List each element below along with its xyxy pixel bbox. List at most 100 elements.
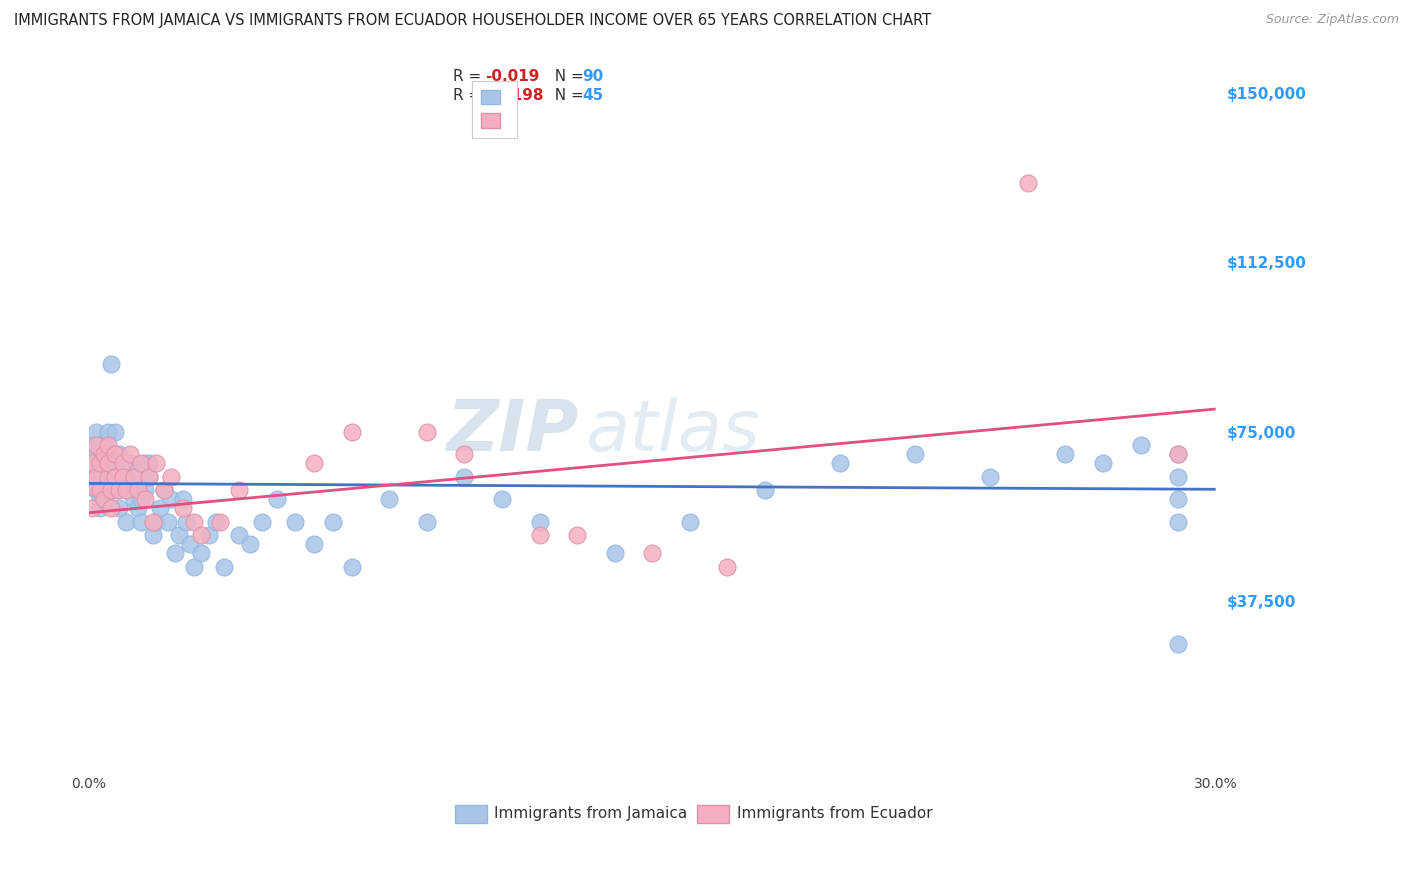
Point — [1054, 447, 1077, 461]
Point — [115, 469, 138, 483]
FancyBboxPatch shape — [697, 805, 728, 822]
Point — [104, 447, 127, 461]
Point — [453, 469, 475, 483]
Point — [416, 425, 439, 439]
Point — [212, 560, 235, 574]
Point — [120, 456, 142, 470]
Point — [565, 528, 588, 542]
Point — [754, 483, 776, 498]
Point — [89, 456, 111, 470]
Point — [641, 546, 664, 560]
Text: Immigrants from Ecuador: Immigrants from Ecuador — [737, 806, 932, 822]
Point — [153, 483, 176, 498]
Point — [491, 492, 513, 507]
Point — [183, 515, 205, 529]
Point — [122, 469, 145, 483]
Point — [107, 478, 129, 492]
Point — [100, 501, 122, 516]
Point — [138, 456, 160, 470]
Point — [529, 528, 551, 542]
Point — [93, 469, 115, 483]
Point — [131, 492, 153, 507]
Point — [340, 560, 363, 574]
Point — [167, 528, 190, 542]
Point — [84, 438, 107, 452]
Point — [149, 501, 172, 516]
Point — [111, 469, 134, 483]
Point — [120, 447, 142, 461]
Text: 90: 90 — [582, 69, 603, 84]
Point — [453, 447, 475, 461]
Point — [179, 537, 201, 551]
Point — [115, 483, 138, 498]
Point — [93, 438, 115, 452]
Point — [96, 469, 118, 483]
Point — [828, 456, 851, 470]
Text: N =: N = — [546, 87, 589, 103]
Point — [93, 492, 115, 507]
Point — [127, 483, 149, 498]
Point — [84, 469, 107, 483]
Text: IMMIGRANTS FROM JAMAICA VS IMMIGRANTS FROM ECUADOR HOUSEHOLDER INCOME OVER 65 YE: IMMIGRANTS FROM JAMAICA VS IMMIGRANTS FR… — [14, 13, 931, 29]
Point — [1167, 469, 1189, 483]
Point — [190, 546, 212, 560]
FancyBboxPatch shape — [456, 805, 486, 822]
Point — [172, 492, 194, 507]
Point — [340, 425, 363, 439]
Point — [529, 515, 551, 529]
Point — [89, 492, 111, 507]
Point — [111, 456, 134, 470]
Point — [134, 483, 156, 498]
Point — [1129, 438, 1152, 452]
Point — [104, 425, 127, 439]
Point — [96, 456, 118, 470]
Point — [82, 478, 104, 492]
Point — [1167, 447, 1189, 461]
Point — [107, 483, 129, 498]
Point — [84, 483, 107, 498]
Point — [131, 456, 153, 470]
Point — [127, 501, 149, 516]
Point — [107, 501, 129, 516]
Point — [1167, 515, 1189, 529]
Point — [679, 515, 702, 529]
Point — [416, 515, 439, 529]
Text: 0.198: 0.198 — [485, 87, 544, 103]
Point — [250, 515, 273, 529]
Point — [89, 438, 111, 452]
Point — [322, 515, 344, 529]
Point — [84, 425, 107, 439]
Point — [145, 515, 167, 529]
Point — [156, 515, 179, 529]
Point — [96, 483, 118, 498]
Point — [89, 456, 111, 470]
Point — [115, 483, 138, 498]
Point — [228, 483, 250, 498]
Point — [131, 515, 153, 529]
Text: N =: N = — [546, 69, 589, 84]
Point — [176, 515, 198, 529]
Text: R =: R = — [453, 69, 486, 84]
Point — [228, 528, 250, 542]
Point — [1167, 492, 1189, 507]
Point — [100, 469, 122, 483]
Point — [302, 456, 325, 470]
Text: -0.019: -0.019 — [485, 69, 540, 84]
Point — [190, 528, 212, 542]
Text: ZIP: ZIP — [447, 397, 579, 466]
Point — [138, 469, 160, 483]
Point — [82, 478, 104, 492]
Point — [96, 469, 118, 483]
Text: 45: 45 — [582, 87, 603, 103]
Point — [93, 447, 115, 461]
Point — [120, 478, 142, 492]
Text: R =: R = — [453, 87, 486, 103]
Point — [1167, 447, 1189, 461]
Point — [209, 515, 232, 529]
Point — [302, 537, 325, 551]
Point — [104, 483, 127, 498]
Text: atlas: atlas — [585, 397, 759, 466]
Point — [239, 537, 262, 551]
Point — [284, 515, 307, 529]
Point — [100, 483, 122, 498]
